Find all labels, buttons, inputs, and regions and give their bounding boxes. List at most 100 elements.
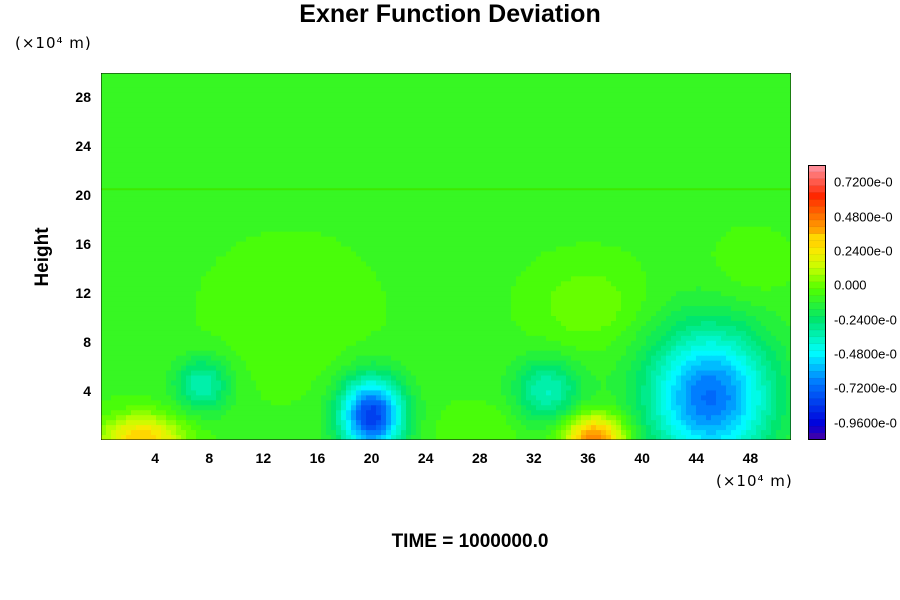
heatmap-cell bbox=[326, 122, 332, 129]
heatmap-cell bbox=[136, 142, 142, 148]
heatmap-cell bbox=[381, 172, 387, 178]
heatmap-cell bbox=[746, 102, 752, 109]
heatmap-cell bbox=[246, 226, 252, 233]
heatmap-cell bbox=[226, 216, 232, 223]
heatmap-cell bbox=[686, 112, 692, 119]
heatmap-cell bbox=[716, 117, 722, 124]
heatmap-cell bbox=[721, 152, 727, 158]
heatmap-cell bbox=[626, 107, 632, 114]
heatmap-cell bbox=[721, 167, 727, 173]
heatmap-cell bbox=[711, 167, 717, 173]
heatmap-cell bbox=[691, 221, 697, 228]
heatmap-cell bbox=[266, 206, 272, 213]
heatmap-cell bbox=[406, 196, 412, 203]
heatmap-cell bbox=[701, 122, 707, 129]
heatmap-cell bbox=[626, 102, 632, 109]
heatmap-cell bbox=[541, 241, 547, 248]
heatmap-cell bbox=[636, 112, 642, 119]
heatmap-cell bbox=[216, 216, 222, 223]
heatmap-cell bbox=[606, 73, 612, 79]
heatmap-cell bbox=[356, 211, 362, 218]
heatmap-cell bbox=[491, 127, 497, 134]
heatmap-cell bbox=[636, 107, 642, 114]
heatmap-cell bbox=[561, 122, 567, 129]
heatmap-cell bbox=[741, 236, 747, 243]
heatmap-cell bbox=[636, 82, 642, 89]
heatmap-cell bbox=[591, 206, 597, 213]
heatmap-cell bbox=[631, 241, 637, 248]
heatmap-cell bbox=[721, 177, 727, 183]
heatmap-cell bbox=[396, 122, 402, 129]
heatmap-cell bbox=[121, 97, 127, 104]
heatmap-cell bbox=[446, 87, 452, 94]
heatmap-cell bbox=[326, 73, 332, 79]
heatmap-cell bbox=[146, 177, 152, 183]
heatmap-cell bbox=[401, 192, 407, 198]
heatmap-cell bbox=[161, 211, 167, 218]
heatmap-cell bbox=[211, 226, 217, 233]
heatmap-cell bbox=[196, 201, 202, 208]
heatmap-cell bbox=[596, 231, 602, 238]
heatmap-cell bbox=[786, 246, 791, 253]
heatmap-cell bbox=[131, 206, 137, 213]
heatmap-cell bbox=[766, 87, 772, 94]
heatmap-cell bbox=[481, 122, 487, 129]
heatmap-cell bbox=[691, 211, 697, 218]
heatmap-cell bbox=[391, 147, 397, 153]
heatmap-cell bbox=[166, 107, 172, 114]
heatmap-cell bbox=[441, 182, 447, 188]
heatmap-cell bbox=[296, 216, 302, 223]
heatmap-cell bbox=[526, 77, 532, 84]
heatmap-cell bbox=[741, 92, 747, 99]
heatmap-cell bbox=[506, 182, 512, 188]
heatmap-cell bbox=[626, 87, 632, 94]
heatmap-cell bbox=[666, 132, 672, 139]
heatmap-cell bbox=[181, 132, 187, 139]
heatmap-cell bbox=[436, 241, 442, 248]
heatmap-cell bbox=[541, 82, 547, 89]
heatmap-cell bbox=[671, 221, 677, 228]
heatmap-cell bbox=[261, 107, 267, 114]
heatmap-cell bbox=[386, 112, 392, 119]
heatmap-cell bbox=[461, 73, 467, 79]
heatmap-cell bbox=[551, 192, 557, 198]
heatmap-cell bbox=[491, 102, 497, 109]
heatmap-cell bbox=[116, 147, 122, 153]
heatmap-cell bbox=[496, 236, 502, 243]
heatmap-cell bbox=[586, 216, 592, 223]
heatmap-cell bbox=[121, 182, 127, 188]
heatmap-cell bbox=[651, 73, 657, 79]
heatmap-cell bbox=[126, 236, 132, 243]
heatmap-cell bbox=[456, 92, 462, 99]
heatmap-cell bbox=[401, 112, 407, 119]
heatmap-cell bbox=[221, 182, 227, 188]
heatmap-cell bbox=[541, 117, 547, 124]
heatmap-cell bbox=[326, 97, 332, 104]
heatmap-cell bbox=[306, 221, 312, 228]
heatmap-cell bbox=[296, 97, 302, 104]
heatmap-cell bbox=[341, 226, 347, 233]
heatmap-cell bbox=[276, 192, 282, 198]
heatmap-cell bbox=[506, 192, 512, 198]
heatmap-cell bbox=[131, 246, 137, 253]
heatmap-cell bbox=[746, 122, 752, 129]
heatmap-cell bbox=[166, 117, 172, 124]
heatmap-cell bbox=[476, 211, 482, 218]
heatmap-cell bbox=[561, 231, 567, 238]
heatmap-cell bbox=[781, 107, 787, 114]
heatmap-cell bbox=[576, 137, 582, 144]
heatmap-cell bbox=[201, 77, 207, 84]
heatmap-cell bbox=[461, 182, 467, 188]
heatmap-cell bbox=[391, 107, 397, 114]
heatmap-cell bbox=[401, 142, 407, 148]
heatmap-cell bbox=[716, 102, 722, 109]
heatmap-cell bbox=[766, 152, 772, 158]
heatmap-cell bbox=[776, 142, 782, 148]
heatmap-cell bbox=[576, 112, 582, 119]
heatmap-cell bbox=[686, 132, 692, 139]
heatmap-cell bbox=[616, 221, 622, 228]
heatmap-cell bbox=[711, 77, 717, 84]
heatmap-cell bbox=[346, 82, 352, 89]
heatmap-cell bbox=[266, 147, 272, 153]
heatmap-cell bbox=[776, 221, 782, 228]
